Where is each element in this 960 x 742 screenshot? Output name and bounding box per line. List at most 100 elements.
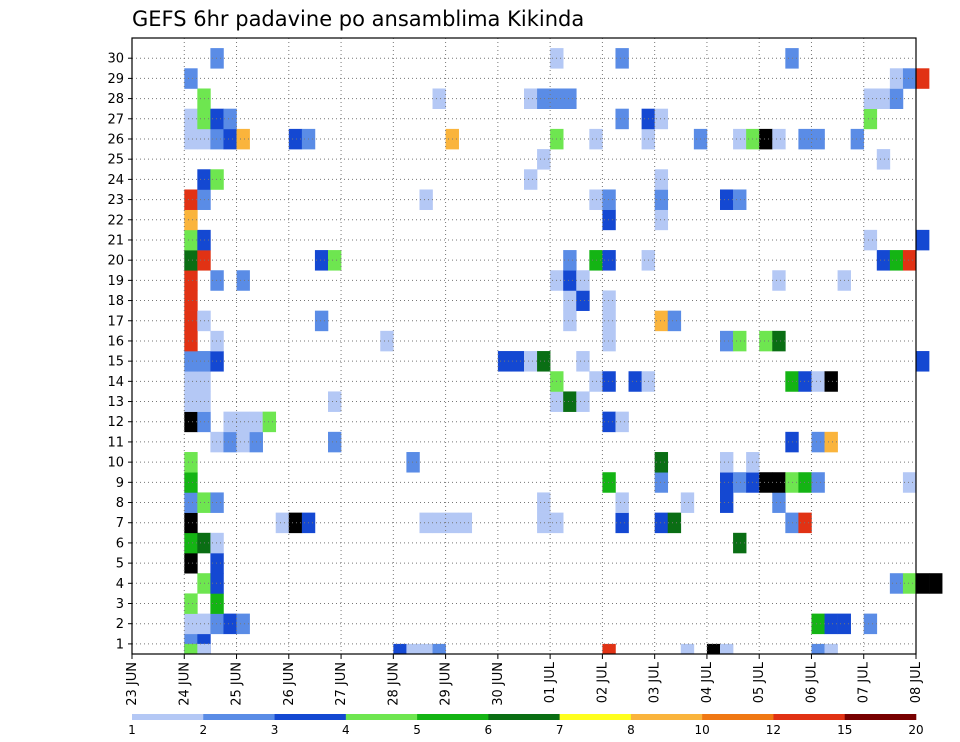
- colorbar-label: 15: [837, 723, 852, 737]
- heatmap-cell: [419, 189, 433, 210]
- heatmap-cell: [850, 128, 865, 150]
- heatmap-cell: [706, 643, 721, 654]
- x-tick-label: 25 JUN: [230, 662, 245, 706]
- heatmap-cell: [184, 391, 198, 412]
- heatmap-cell: [563, 310, 577, 332]
- heatmap-cell: [811, 371, 825, 392]
- heatmap-cell: [419, 512, 433, 534]
- heatmap-cell: [328, 250, 342, 271]
- colorbar-segment: [488, 714, 560, 720]
- x-tick-label: 05 JUL: [752, 661, 767, 703]
- heatmap-cell: [184, 492, 198, 513]
- heatmap-cell: [223, 128, 237, 150]
- y-tick-label: 16: [107, 334, 124, 349]
- heatmap-cell: [602, 371, 616, 392]
- heatmap-cell: [720, 189, 734, 210]
- heatmap-cell: [563, 88, 577, 109]
- heatmap-cell: [602, 290, 616, 311]
- y-tick-label: 22: [107, 213, 124, 228]
- heatmap-cell: [380, 330, 394, 352]
- heatmap-cell: [210, 128, 224, 150]
- heatmap-cell: [184, 68, 198, 89]
- heatmap-cell: [916, 573, 930, 594]
- heatmap-cell: [654, 310, 669, 332]
- heatmap-cell: [811, 643, 825, 654]
- heatmap-cell: [328, 431, 342, 453]
- heatmap-cell: [654, 209, 669, 231]
- heatmap-cell: [667, 310, 682, 332]
- y-tick-label: 20: [107, 254, 124, 269]
- heatmap-cell: [916, 229, 930, 251]
- heatmap-cell: [210, 431, 224, 453]
- heatmap-cell: [916, 351, 930, 372]
- y-tick-label: 28: [107, 92, 124, 107]
- y-tick-label: 9: [116, 476, 124, 491]
- heatmap-cell: [432, 88, 446, 109]
- heatmap-cell: [576, 290, 590, 311]
- heatmap-cell: [615, 492, 629, 513]
- heatmap-cell: [563, 290, 577, 311]
- y-tick-label: 17: [107, 314, 124, 329]
- y-tick-label: 27: [107, 112, 124, 127]
- heatmap-cell: [772, 330, 786, 352]
- heatmap-cell: [210, 330, 224, 352]
- colorbar-segment: [274, 714, 347, 720]
- x-tick-label: 29 JUN: [439, 662, 454, 706]
- heatmap-cell: [798, 512, 812, 534]
- heatmap-cell: [223, 411, 237, 433]
- heatmap-cell: [902, 250, 917, 271]
- y-tick-label: 21: [107, 233, 124, 248]
- heatmap-cell: [262, 411, 277, 433]
- heatmap-cell: [680, 492, 695, 513]
- heatmap-cell: [210, 270, 224, 291]
- heatmap-cell: [314, 250, 329, 271]
- heatmap-cell: [680, 643, 695, 654]
- heatmap-cell: [563, 270, 577, 291]
- heatmap-cell: [210, 108, 224, 130]
- heatmap-cell: [615, 48, 629, 69]
- heatmap-cell: [576, 391, 590, 412]
- heatmap-cell: [602, 330, 616, 352]
- heatmap-cell: [184, 209, 198, 231]
- y-tick-label: 13: [107, 395, 124, 410]
- x-tick-label: 02 JUL: [595, 661, 610, 703]
- heatmap-cell: [733, 189, 747, 210]
- heatmap-cell: [210, 492, 224, 513]
- plot-frame: [131, 37, 917, 655]
- heatmap-cell: [328, 391, 342, 412]
- y-tick-label: 23: [107, 193, 124, 208]
- heatmap-cell: [510, 351, 525, 372]
- heatmap-cell: [876, 250, 891, 271]
- heatmap-cell: [275, 512, 290, 534]
- heatmap-cell: [236, 613, 250, 635]
- heatmap-cell: [929, 573, 943, 594]
- colorbar-segment: [630, 714, 703, 720]
- heatmap-cell: [406, 452, 420, 473]
- heatmap-cell: [223, 108, 237, 130]
- colorbar-segment: [345, 714, 418, 720]
- heatmap-cell: [197, 643, 211, 654]
- heatmap-cell: [184, 189, 198, 210]
- heatmap-cell: [184, 411, 198, 433]
- heatmap-cell: [537, 512, 551, 534]
- heatmap-cell: [654, 108, 669, 130]
- y-tick-label: 29: [107, 72, 124, 87]
- heatmap-cell: [733, 128, 747, 150]
- y-tick-label: 19: [107, 274, 124, 289]
- colorbar-segment: [702, 714, 774, 720]
- heatmap-cell: [759, 128, 773, 150]
- y-tick-label: 30: [107, 52, 124, 67]
- heatmap-cell: [393, 643, 407, 654]
- heatmap-cell: [811, 431, 825, 453]
- heatmap-cell: [654, 189, 669, 210]
- heatmap-cell: [236, 270, 250, 291]
- heatmap-cell: [863, 88, 878, 109]
- heatmap-cell: [184, 128, 198, 150]
- heatmap-cell: [210, 573, 224, 594]
- heatmap-cell: [602, 209, 616, 231]
- heatmap-cell: [602, 643, 616, 654]
- y-tick-label: 24: [107, 173, 124, 188]
- heatmap-cell: [824, 431, 838, 453]
- heatmap-cell: [314, 310, 329, 332]
- heatmap-cell: [733, 472, 747, 493]
